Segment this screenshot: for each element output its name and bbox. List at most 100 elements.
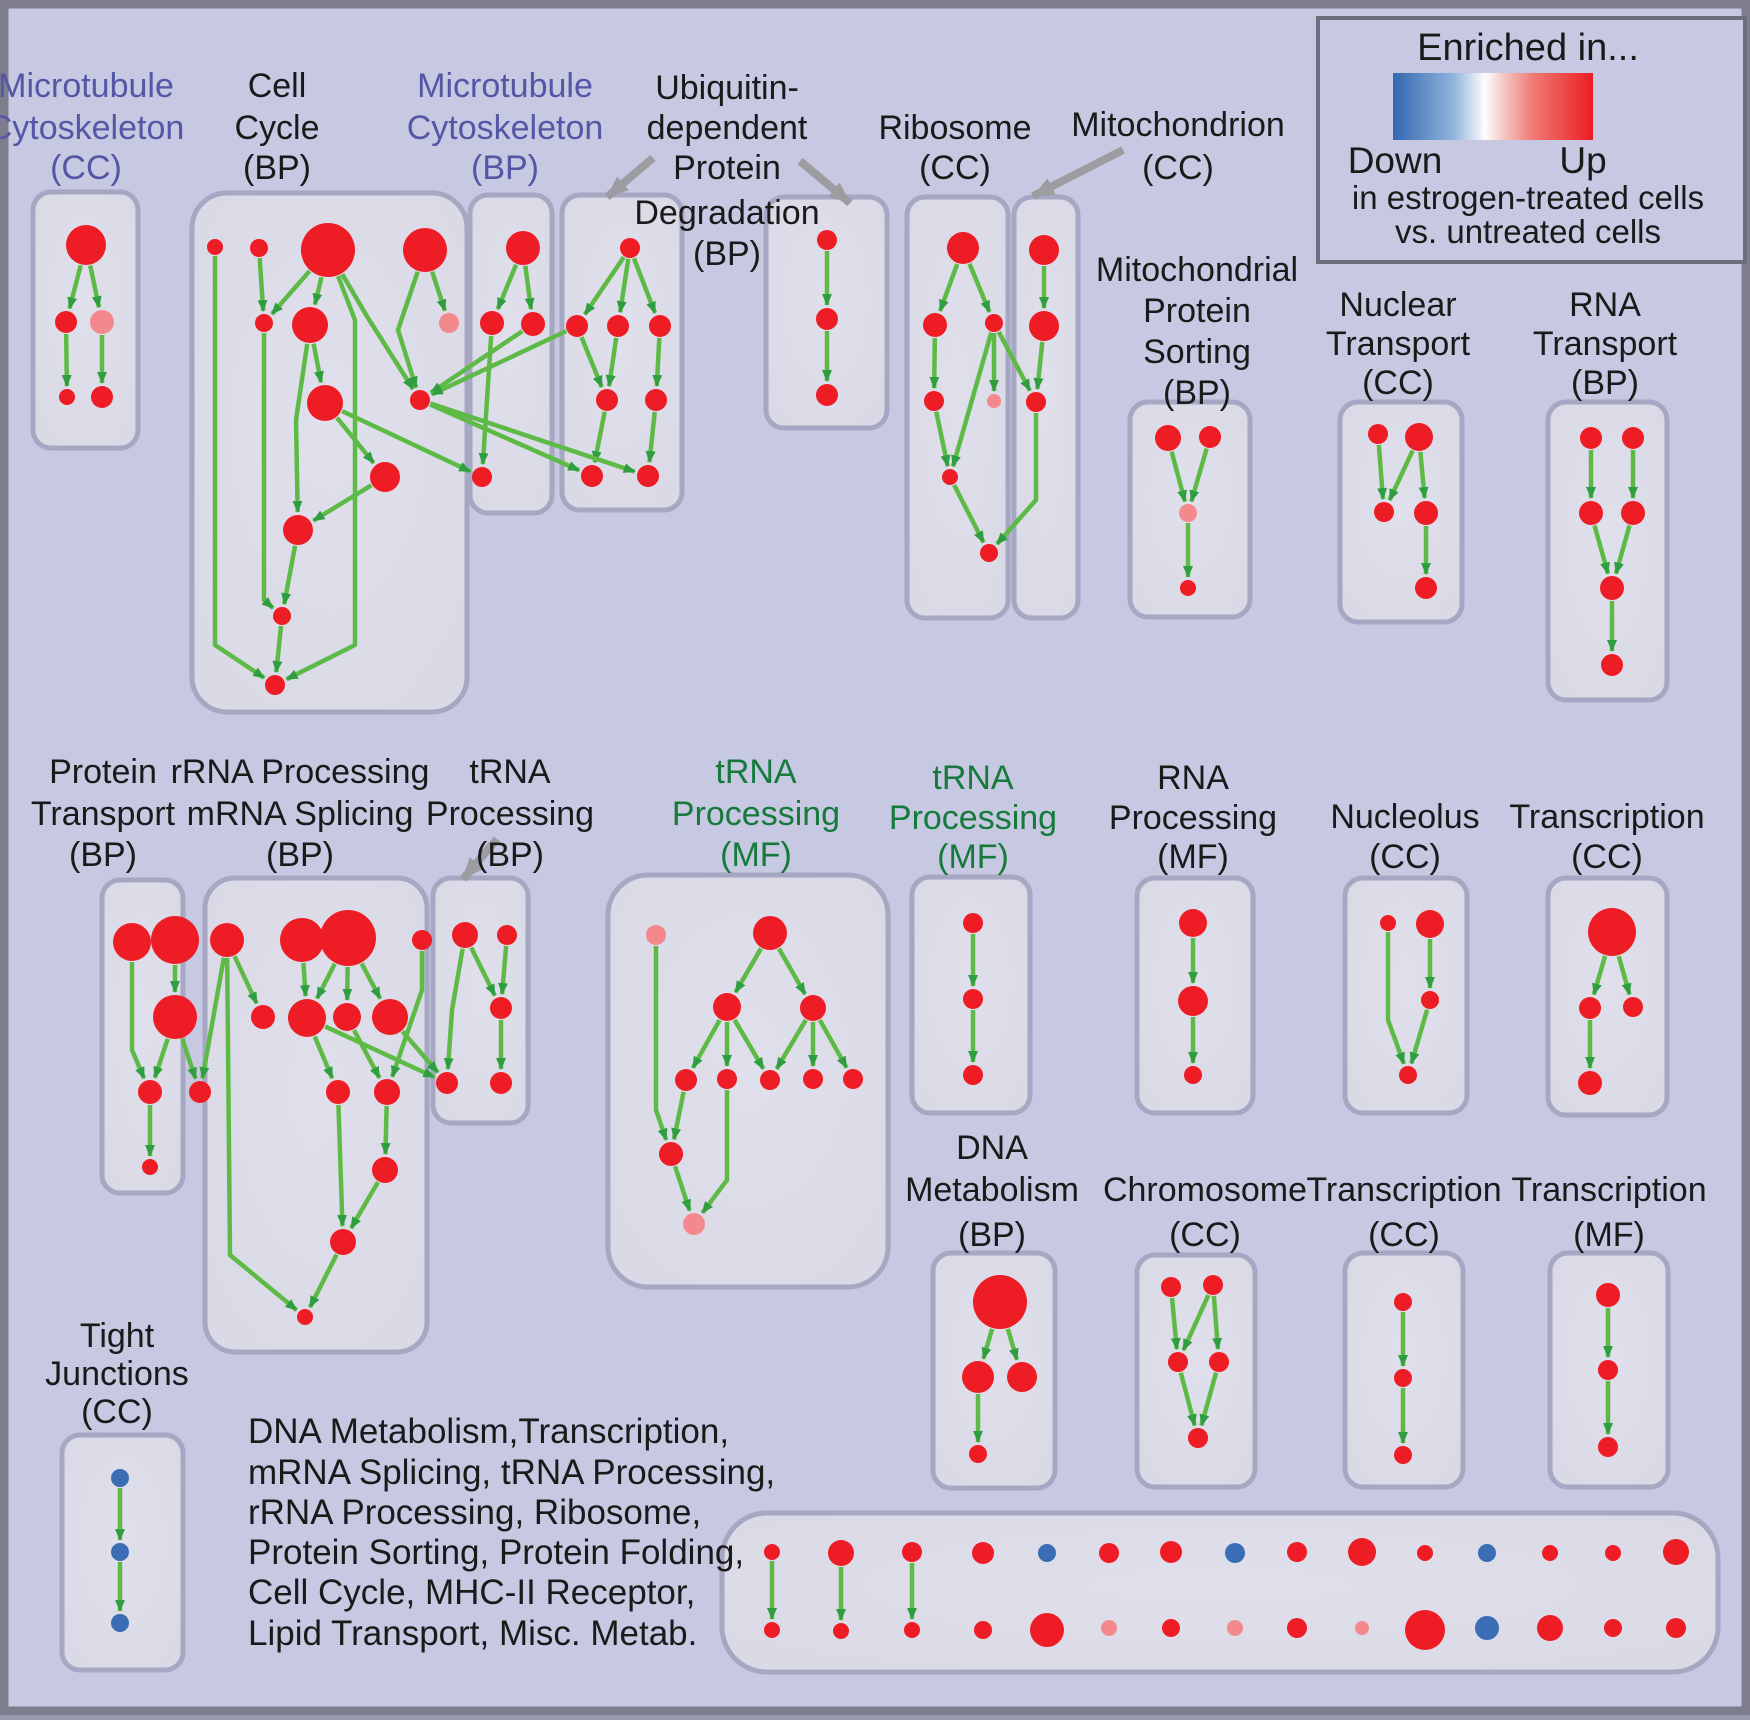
node-ribosome-r6 xyxy=(942,469,958,485)
label-line: Transcription xyxy=(1511,1171,1706,1209)
node-trna-mf-small-k3 xyxy=(963,1065,983,1085)
node-ubiquitin-a-u5 xyxy=(596,389,618,411)
node-rrna-mrna-g9 xyxy=(326,1080,350,1104)
node-misc-wide-wb5 xyxy=(1030,1613,1064,1647)
node-misc-wide-wt10 xyxy=(1348,1538,1376,1566)
label-line: rRNA Processing xyxy=(171,753,430,791)
node-transcription-cc-mid-x3 xyxy=(1623,997,1643,1017)
node-trna-mf-large-f5 xyxy=(675,1069,697,1091)
node-misc-wide-wb13 xyxy=(1537,1615,1563,1641)
node-misc-wide-wt13 xyxy=(1542,1545,1558,1561)
node-misc-wide-wt5 xyxy=(1038,1544,1056,1562)
label-line: Junctions xyxy=(45,1355,189,1393)
node-misc-wide-wt12 xyxy=(1478,1544,1496,1562)
label-line: tRNA xyxy=(932,759,1014,797)
label-line: RNA xyxy=(1569,286,1641,324)
node-microtubule-cc-a3 xyxy=(90,310,114,334)
node-cell-cycle-c3 xyxy=(301,223,355,277)
misc-categories-text: DNA Metabolism,Transcription,mRNA Splici… xyxy=(248,1412,775,1653)
label-line: Tight xyxy=(80,1317,155,1355)
label-line: Processing xyxy=(1109,799,1277,837)
label-line: Microtubule xyxy=(417,67,593,105)
node-transcription-mf-z3 xyxy=(1598,1437,1618,1457)
node-cell-cycle-c4 xyxy=(403,228,447,272)
node-nuclear-transport-t2 xyxy=(1405,423,1433,451)
node-tight-junctions-b1 xyxy=(111,1469,129,1487)
node-ribosome-r2 xyxy=(923,313,947,337)
node-trna-bp-h4 xyxy=(436,1072,458,1094)
node-mitochondrion-w2 xyxy=(1029,311,1059,341)
label-line: (CC) xyxy=(1368,1216,1440,1254)
label-line: (BP) xyxy=(476,836,544,874)
node-rna-transport-q2 xyxy=(1622,427,1644,449)
label-line: Transport xyxy=(1533,325,1678,363)
node-chromosome-e1 xyxy=(1161,1277,1181,1297)
label-line: (BP) xyxy=(958,1216,1026,1254)
node-rrna-mrna-g2 xyxy=(280,918,324,962)
misc-text-line: DNA Metabolism,Transcription, xyxy=(248,1412,729,1451)
legend-subtitle-2: vs. untreated cells xyxy=(1395,213,1661,250)
node-misc-wide-wb1 xyxy=(764,1622,780,1638)
node-ribosome-r4 xyxy=(924,391,944,411)
edge-g2-g6 xyxy=(303,963,305,996)
node-microtubule-cc-a5 xyxy=(91,386,113,408)
label-line: mRNA Splicing xyxy=(187,795,414,833)
legend-title: Enriched in... xyxy=(1417,27,1639,69)
node-microtubule-bp-m4 xyxy=(472,467,492,487)
node-transcription-cc-mid-x1 xyxy=(1588,908,1636,956)
node-trna-mf-large-f3 xyxy=(713,993,741,1021)
node-misc-wide-wb15 xyxy=(1666,1618,1686,1638)
node-ubiquitin-a-u2 xyxy=(566,315,588,337)
node-microtubule-bp-m1 xyxy=(506,231,540,265)
edge-g10-g11 xyxy=(385,1106,386,1154)
node-rna-transport-q3 xyxy=(1579,501,1603,525)
label-line: Transport xyxy=(31,795,176,833)
node-misc-wide-wt2 xyxy=(828,1540,854,1566)
label-line: (MF) xyxy=(937,838,1009,876)
node-ubiquitin-a-u3 xyxy=(607,315,629,337)
node-misc-wide-wb2 xyxy=(833,1623,849,1639)
legend-gradient-bar xyxy=(1393,73,1593,140)
node-nuclear-transport-t1 xyxy=(1368,424,1388,444)
node-ubiquitin-b-v1 xyxy=(817,230,837,250)
node-nucleolus-o4 xyxy=(1399,1066,1417,1084)
node-mito-protein-sorting-s2 xyxy=(1199,426,1221,448)
misc-text-line: Lipid Transport, Misc. Metab. xyxy=(248,1614,697,1653)
label-line: (BP) xyxy=(69,836,137,874)
edge-u4-u6 xyxy=(657,338,660,386)
node-cell-cycle-c10 xyxy=(370,462,400,492)
label-line: (CC) xyxy=(81,1393,153,1431)
node-cell-cycle-c9 xyxy=(410,390,430,410)
node-trna-bp-h1 xyxy=(452,922,478,948)
label-line: Sorting xyxy=(1143,333,1251,371)
node-protein-transport-p2 xyxy=(151,916,199,964)
node-misc-wide-wt4 xyxy=(972,1542,994,1564)
label-line: Protein xyxy=(1143,292,1251,330)
node-nuclear-transport-t3 xyxy=(1374,502,1394,522)
node-rrna-mrna-g5 xyxy=(251,1005,275,1029)
node-rrna-mrna-g4 xyxy=(412,930,432,950)
cluster-box-chromosome xyxy=(1137,1255,1255,1487)
node-misc-wide-wt7 xyxy=(1160,1541,1182,1563)
misc-text-line: Protein Sorting, Protein Folding, xyxy=(248,1533,744,1572)
node-ubiquitin-a-u4 xyxy=(649,315,671,337)
node-misc-wide-wt3 xyxy=(902,1542,922,1562)
node-transcription-cc-bottom-y2 xyxy=(1394,1369,1412,1387)
label-line: Ribosome xyxy=(878,109,1031,147)
node-rrna-mrna-g13 xyxy=(297,1309,313,1325)
node-rna-processing-mf-j3 xyxy=(1184,1066,1202,1084)
legend-down-label: Down xyxy=(1348,140,1443,181)
node-trna-mf-large-f6 xyxy=(717,1069,737,1089)
node-trna-mf-small-k1 xyxy=(963,913,983,933)
label-line: Transport xyxy=(1326,325,1471,363)
node-trna-bp-h2 xyxy=(497,925,517,945)
label-line: tRNA xyxy=(715,753,797,791)
node-cell-cycle-c13 xyxy=(265,675,285,695)
legend-subtitle-1: in estrogen-treated cells xyxy=(1352,179,1704,216)
label-line: (CC) xyxy=(50,149,122,187)
node-misc-wide-wt9 xyxy=(1287,1542,1307,1562)
node-transcription-cc-bottom-y1 xyxy=(1394,1293,1412,1311)
node-chromosome-e4 xyxy=(1209,1352,1229,1372)
